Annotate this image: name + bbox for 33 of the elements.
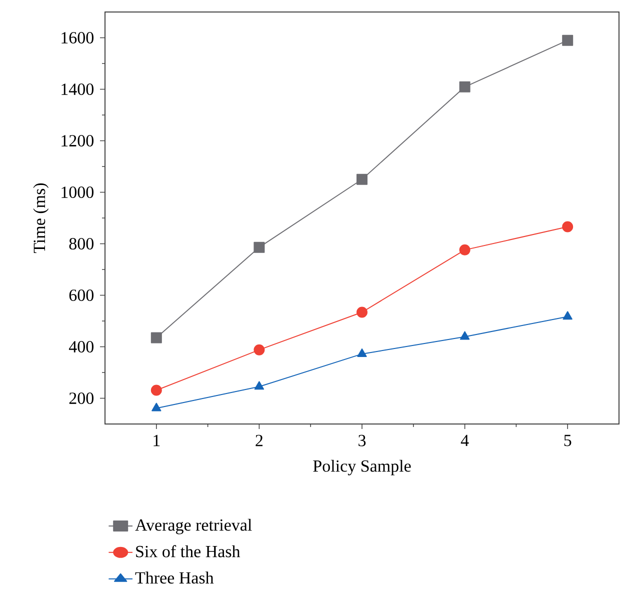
x-tick-label: 5 (564, 434, 572, 446)
legend-label: Three Hash (135, 572, 214, 584)
y-tick-label: 600 (69, 290, 94, 301)
y-tick-label: 1000 (62, 186, 94, 198)
point (562, 311, 572, 320)
point (357, 348, 367, 357)
point (356, 306, 368, 318)
point (562, 221, 574, 232)
y-tick-label: 1600 (62, 32, 94, 44)
x-tick-label: 2 (256, 434, 263, 446)
point (254, 242, 265, 253)
point (254, 381, 264, 390)
point (150, 384, 162, 396)
point (150, 332, 162, 344)
x-tick-label: 3 (358, 434, 366, 446)
y-tick-label: 800 (69, 238, 94, 250)
point (562, 34, 574, 46)
legend-label: Average retrieval (135, 518, 252, 534)
point (459, 244, 470, 256)
point (152, 402, 162, 412)
legend-label: Six of the Hash (136, 545, 240, 558)
point (459, 81, 470, 92)
point (254, 344, 265, 356)
y-tick-label: 200 (69, 392, 94, 404)
y-axis-title: Time (ms) (33, 183, 49, 254)
x-axis-title: Policy Sample (313, 460, 411, 476)
point (356, 174, 368, 185)
y-tick-label: 1200 (62, 135, 94, 146)
x-tick-label: 1 (154, 434, 160, 446)
point (460, 331, 470, 340)
x-tick-label: 4 (460, 434, 469, 446)
y-tick-label: 1400 (62, 84, 94, 95)
y-tick-label: 400 (68, 341, 94, 352)
